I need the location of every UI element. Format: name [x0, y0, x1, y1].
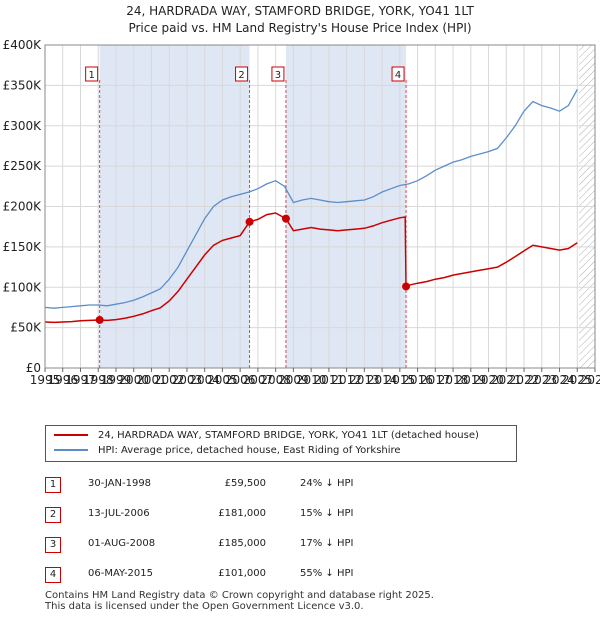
x-tick-label: 2023 [527, 373, 558, 387]
x-tick-label: 2006 [225, 373, 256, 387]
sale-date: 06-MAY-2015 [88, 568, 154, 579]
sale-row: 3 01-AUG-2008 £185,000 17% ↓ HPI [0, 536, 600, 556]
sale-marker-box [271, 66, 285, 82]
legend-label-hpi: HPI: Average price, detached house, East… [98, 445, 401, 456]
sale-marker-number: 2 [238, 70, 244, 81]
x-tick-label: 2012 [331, 373, 362, 387]
x-tick-label: 2019 [456, 373, 487, 387]
sale-date: 30-JAN-1998 [88, 478, 152, 489]
x-tick-label: 2025 [562, 373, 593, 387]
x-tick-label: 2007 [243, 373, 274, 387]
sale-marker-label: 4 [391, 66, 405, 82]
y-tick-label: £200K [3, 200, 43, 214]
sale-date: 13-JUL-2006 [88, 508, 150, 519]
x-tick-label: 2015 [385, 373, 416, 387]
sale-price: £59,500 [224, 478, 266, 489]
sale-number: 2 [45, 507, 61, 523]
sale-price: £185,000 [218, 538, 266, 549]
sale-hpi-diff: 24% ↓ HPI [300, 478, 354, 489]
y-tick-label: £400K [3, 38, 43, 52]
sale-marker-number: 1 [88, 70, 94, 81]
sale-number: 3 [45, 537, 61, 553]
sale-number: 1 [45, 477, 61, 493]
sale-point [245, 217, 254, 226]
sale-marker-box [235, 66, 249, 82]
x-tick-label: 2010 [296, 373, 327, 387]
x-tick-label: 2021 [491, 373, 522, 387]
sale-hpi-diff: 55% ↓ HPI [300, 568, 354, 579]
x-tick-label: 2002 [154, 373, 185, 387]
sale-date: 01-AUG-2008 [88, 538, 156, 549]
sale-point [95, 315, 104, 324]
sale-price: £181,000 [218, 508, 266, 519]
sale-marker-label: 3 [271, 66, 285, 82]
legend: 24, HARDRADA WAY, STAMFORD BRIDGE, YORK,… [45, 425, 517, 462]
legend-item-hpi: HPI: Average price, detached house, East… [54, 444, 401, 458]
sale-point [281, 214, 290, 223]
sale-row: 1 30-JAN-1998 £59,500 24% ↓ HPI [0, 476, 600, 496]
x-tick-label: 1999 [101, 373, 132, 387]
legend-label-price-paid: 24, HARDRADA WAY, STAMFORD BRIDGE, YORK,… [98, 430, 479, 441]
sale-point [402, 282, 411, 291]
x-tick-label: 2011 [314, 373, 345, 387]
y-tick-label: £0 [26, 361, 41, 375]
x-tick-label: 1997 [65, 373, 96, 387]
x-tick-label: 1996 [47, 373, 78, 387]
x-tick-label: 2005 [207, 373, 238, 387]
y-tick-label: £250K [3, 159, 43, 173]
sale-marker-label: 1 [85, 66, 99, 82]
sale-hpi-diff: 15% ↓ HPI [300, 508, 354, 519]
x-tick-label: 2013 [349, 373, 380, 387]
price-paid-series-line [44, 212, 578, 324]
x-tick-label: 2017 [420, 373, 451, 387]
x-tick-label: 2004 [189, 373, 220, 387]
x-tick-label: 2018 [438, 373, 469, 387]
sale-marker-box [391, 66, 405, 82]
y-tick-label: £150K [3, 240, 43, 254]
title-address: 24, HARDRADA WAY, STAMFORD BRIDGE, YORK,… [126, 4, 474, 18]
x-tick-label: 2022 [509, 373, 540, 387]
sale-number: 4 [45, 567, 61, 583]
x-tick-label: 2026 [580, 373, 600, 387]
x-tick-label: 1998 [83, 373, 114, 387]
x-tick-label: 2008 [260, 373, 291, 387]
x-tick-label: 2000 [118, 373, 149, 387]
sale-hpi-diff: 17% ↓ HPI [300, 538, 354, 549]
y-tick-label: £350K [3, 78, 43, 92]
hpi-series-line [44, 89, 578, 309]
x-tick-label: 2001 [136, 373, 167, 387]
sale-marker-number: 3 [275, 70, 281, 81]
sale-marker-box [85, 66, 99, 82]
legend-swatch-hpi [54, 449, 88, 451]
x-tick-label: 2009 [278, 373, 309, 387]
price-chart: 1 2 3 4 £0 £50K £100K £150K £200K £250K £300K £350K… [3, 38, 600, 387]
sale-price: £101,000 [218, 568, 266, 579]
plot-frame [44, 44, 596, 369]
footer-copyright: Contains HM Land Registry data © Crown c… [45, 590, 434, 601]
x-tick-label: 2014 [367, 373, 398, 387]
sale-marker-label: 2 [235, 66, 249, 82]
x-tick-label: 2020 [473, 373, 504, 387]
chart-title: 24, HARDRADA WAY, STAMFORD BRIDGE, YORK,… [0, 3, 600, 37]
x-tick-label: 2016 [402, 373, 433, 387]
y-tick-label: £300K [3, 119, 43, 133]
x-tick-label: 1995 [30, 373, 61, 387]
footer-attribution: Contains HM Land Registry data © Crown c… [45, 590, 434, 612]
x-tick-label: 2024 [544, 373, 575, 387]
sale-marker-number: 4 [395, 70, 401, 81]
y-tick-label: £50K [10, 321, 42, 335]
title-subtitle: Price paid vs. HM Land Registry's House … [128, 21, 472, 35]
footer-licence: This data is licensed under the Open Gov… [45, 601, 364, 612]
y-tick-label: £100K [3, 280, 43, 294]
legend-swatch-price-paid [54, 434, 88, 436]
x-tick-label: 2003 [172, 373, 203, 387]
sale-row: 4 06-MAY-2015 £101,000 55% ↓ HPI [0, 566, 600, 586]
sale-row: 2 13-JUL-2006 £181,000 15% ↓ HPI [0, 506, 600, 526]
legend-item-price-paid: 24, HARDRADA WAY, STAMFORD BRIDGE, YORK,… [54, 429, 479, 443]
